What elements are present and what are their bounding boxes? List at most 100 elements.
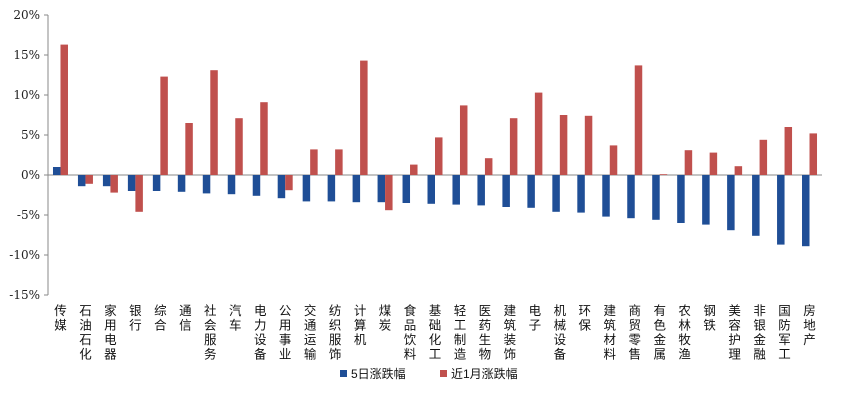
bar-1month — [634, 65, 643, 175]
bar-5day — [677, 175, 685, 223]
bar-5day — [602, 175, 610, 217]
bar-5day — [227, 175, 236, 195]
x-category-label: 商贸零售 — [628, 303, 641, 362]
bar-1month — [135, 175, 143, 212]
x-category-label: 计算机 — [354, 303, 367, 347]
x-category-label: 煤炭 — [379, 303, 392, 333]
bar-5day — [127, 175, 136, 191]
bar-5day — [777, 175, 785, 245]
bar-5day — [327, 175, 336, 202]
y-tick-label: -10% — [9, 248, 40, 262]
bar-1month — [659, 174, 668, 175]
x-category-label: 食品饮料 — [404, 303, 417, 362]
x-category-label: 通信 — [179, 303, 192, 333]
y-tick-label: 10% — [13, 88, 40, 102]
bar-1month — [160, 76, 168, 175]
bar-1month — [385, 175, 393, 211]
bar-5day — [452, 175, 460, 205]
x-category-label: 电力设备 — [254, 303, 267, 362]
x-category-label: 房地产 — [803, 303, 816, 347]
y-tick-label: 15% — [13, 48, 40, 62]
legend-label: 5日涨跌幅 — [351, 366, 406, 381]
x-category-label: 有色金属 — [653, 303, 666, 362]
bar-1month — [285, 175, 293, 191]
bar-5day — [152, 175, 161, 191]
x-category-label: 医药生物 — [479, 303, 492, 362]
x-category-label: 传媒 — [54, 303, 67, 333]
bar-5day — [802, 175, 810, 247]
bar-1month — [310, 149, 318, 175]
y-tick-label: 5% — [21, 128, 40, 142]
y-axis: 20% 15% 10% 5% 0% -5% -10% -15% — [9, 8, 822, 302]
x-category-label: 环保 — [579, 303, 592, 333]
bar-5day — [727, 175, 735, 231]
x-category-label: 农林牧渔 — [678, 303, 691, 362]
x-category-label: 非银金融 — [753, 303, 766, 362]
legend-label: 近1月涨跌幅 — [451, 366, 518, 381]
bar-1month — [484, 158, 493, 175]
bar-5day — [402, 175, 411, 203]
bar-1month — [509, 118, 518, 175]
bar-1month — [584, 115, 593, 175]
bar-1month — [110, 175, 118, 193]
bar-5day — [52, 167, 61, 175]
x-category-label: 钢铁 — [703, 303, 716, 333]
bar-5day — [102, 175, 111, 187]
bar-1month — [435, 137, 443, 175]
x-category-label: 交通运输 — [304, 303, 317, 362]
x-category-label: 机械设备 — [554, 303, 567, 362]
bar-5day — [252, 175, 261, 196]
legend-swatch — [340, 370, 347, 377]
bar-1month — [534, 92, 543, 175]
x-category-label: 建筑材料 — [604, 303, 617, 362]
bar-1month — [260, 102, 268, 175]
bar-1month — [85, 175, 93, 184]
x-category-label: 石油石化 — [79, 303, 92, 362]
bar-5day — [752, 175, 760, 236]
bar-5day — [652, 175, 660, 220]
bar-1month — [559, 115, 568, 175]
x-category-label: 综合 — [154, 303, 167, 333]
bar-1month — [360, 60, 368, 175]
bar-5day — [552, 175, 560, 212]
x-category-label: 建筑装饰 — [504, 303, 517, 362]
x-category-label: 轻工制造 — [454, 303, 467, 362]
bar-1month — [60, 44, 68, 175]
bar-1month — [784, 127, 793, 175]
bar-1month — [210, 70, 218, 175]
y-tick-label: 0% — [21, 168, 40, 182]
y-tick-label: -5% — [17, 208, 40, 222]
bar-5day — [302, 175, 311, 202]
x-category-label: 汽车 — [229, 303, 242, 333]
bar-1month — [759, 139, 768, 175]
bar-1month — [185, 123, 193, 175]
bar-5day — [202, 175, 211, 194]
x-category-label: 纺织服饰 — [329, 303, 342, 362]
bar-1month — [809, 133, 818, 175]
x-category-label: 美容护理 — [728, 303, 741, 362]
bars — [52, 44, 818, 247]
bar-5day — [502, 175, 510, 207]
bar-1month — [684, 150, 693, 175]
bar-5day — [427, 175, 435, 204]
bar-1month — [609, 145, 618, 175]
bar-5day — [577, 175, 585, 213]
bar-5day — [77, 175, 86, 187]
bar-5day — [352, 175, 361, 203]
bar-5day — [527, 175, 535, 208]
legend: 5日涨跌幅 近1月涨跌幅 — [340, 366, 518, 381]
bar-5day — [702, 175, 710, 225]
x-category-label: 公用事业 — [279, 303, 292, 362]
x-category-label: 国防军工 — [778, 303, 791, 362]
bar-1month — [734, 166, 743, 175]
bar-1month — [459, 105, 468, 175]
x-category-label: 电子 — [529, 303, 542, 333]
x-category-label: 社会服务 — [204, 303, 217, 362]
bar-5day — [627, 175, 635, 219]
bar-1month — [709, 152, 718, 175]
x-category-label: 银行 — [129, 303, 142, 333]
x-category-label: 基础化工 — [429, 303, 442, 362]
y-tick-label: -15% — [9, 288, 40, 302]
x-axis-labels: 传媒石油石化家用电器银行综合通信社会服务汽车电力设备公用事业交通运输纺织服饰计算… — [54, 303, 816, 362]
